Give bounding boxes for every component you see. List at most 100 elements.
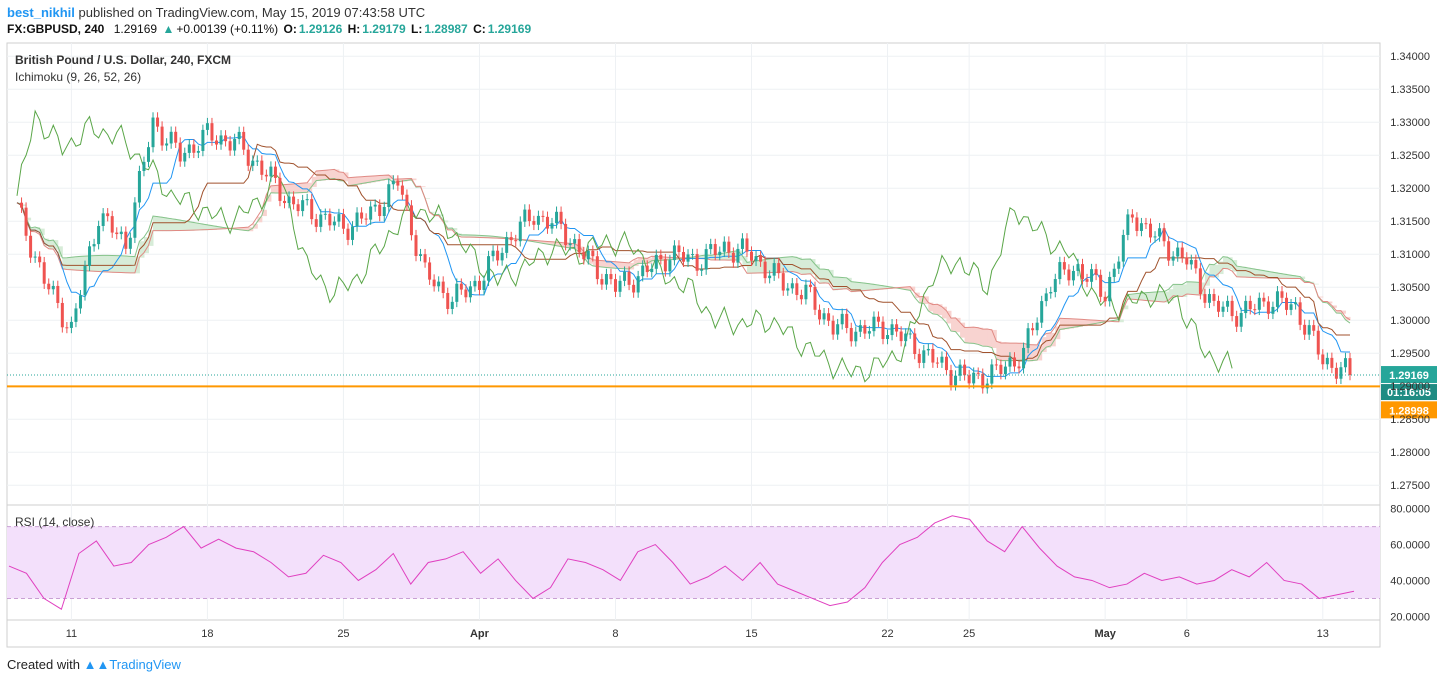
candle-body bbox=[976, 372, 980, 374]
cloud-segment bbox=[751, 261, 757, 274]
cloud-segment bbox=[121, 255, 127, 274]
cloud-segment bbox=[951, 318, 957, 332]
candle-body bbox=[922, 350, 926, 363]
cloud-segment bbox=[162, 217, 168, 232]
candle-body bbox=[78, 295, 82, 309]
cloud-segment bbox=[166, 217, 172, 232]
candle-body bbox=[858, 325, 862, 332]
candle-body bbox=[337, 214, 341, 222]
horizontal-line[interactable]: 1.29169 01:16:05 1.28998 bbox=[7, 366, 1437, 419]
cloud-segment bbox=[1254, 269, 1260, 279]
candle-body bbox=[437, 281, 441, 287]
candle-body bbox=[414, 235, 418, 256]
cloud-segment bbox=[1177, 284, 1183, 297]
publish-info: best_nikhil published on TradingView.com… bbox=[7, 5, 425, 20]
candle-body bbox=[545, 216, 549, 229]
cloud-segment bbox=[1236, 266, 1242, 278]
candle-body bbox=[709, 244, 713, 250]
cloud-segment bbox=[1295, 275, 1301, 279]
candle-body bbox=[740, 238, 744, 249]
candle-body bbox=[750, 251, 754, 261]
cloud-segment bbox=[851, 281, 857, 293]
candle-body bbox=[477, 280, 481, 290]
cloud-segment bbox=[116, 255, 122, 273]
cloud-segment bbox=[202, 224, 208, 231]
cloud-segment bbox=[610, 261, 616, 269]
axes: 1.34000 1.33500 1.33000 1.32500 1.32000 1.315… bbox=[66, 51, 1430, 640]
cloud-segment bbox=[103, 255, 109, 273]
cloud-segment bbox=[1182, 284, 1188, 297]
candle-body bbox=[301, 200, 305, 212]
candle-body bbox=[360, 212, 364, 219]
candle-body bbox=[1126, 214, 1130, 235]
cloud-segment bbox=[397, 179, 403, 183]
cloud-segment bbox=[946, 310, 952, 324]
price-tick-label: 1.34000 bbox=[1390, 51, 1430, 63]
price-tick-label: 1.31500 bbox=[1390, 216, 1430, 228]
cloud-segment bbox=[538, 240, 544, 244]
candle-body bbox=[931, 348, 935, 363]
candle-body bbox=[187, 144, 191, 153]
candle-body bbox=[391, 180, 395, 185]
candle-body bbox=[1334, 367, 1338, 379]
cloud-segment bbox=[1313, 283, 1319, 285]
cloud-segment bbox=[656, 256, 662, 262]
cloud-segment bbox=[669, 257, 675, 261]
candle-body bbox=[604, 274, 608, 285]
cloud-segment bbox=[1073, 318, 1079, 328]
cloud-segment bbox=[211, 225, 217, 230]
cloud-segment bbox=[452, 228, 458, 231]
candle-body bbox=[1316, 330, 1320, 355]
candle-body bbox=[623, 271, 627, 281]
candle-body bbox=[890, 324, 894, 336]
rsi-pane bbox=[7, 515, 1380, 610]
candle-body bbox=[1262, 297, 1266, 302]
candle-body bbox=[346, 228, 350, 240]
candle-body bbox=[872, 316, 876, 332]
candle-body bbox=[237, 131, 241, 140]
cloud-segment bbox=[982, 329, 988, 347]
cloud-segment bbox=[855, 282, 861, 292]
cloud-segment bbox=[1322, 301, 1328, 303]
tradingview-brand[interactable]: TradingView bbox=[109, 657, 181, 672]
price-tick-label: 1.32000 bbox=[1390, 183, 1430, 195]
cloud-segment bbox=[1232, 260, 1238, 272]
candle-body bbox=[1103, 296, 1107, 302]
cloud-segment bbox=[1127, 294, 1133, 300]
candle-body bbox=[1031, 328, 1035, 331]
cloud-segment bbox=[701, 255, 707, 260]
cloud-segment bbox=[1336, 310, 1342, 314]
candle-body bbox=[1085, 279, 1089, 282]
cloud-segment bbox=[991, 329, 997, 349]
candle-body bbox=[618, 280, 622, 292]
candle-body bbox=[205, 123, 209, 130]
candle-body bbox=[541, 215, 545, 217]
candle-body bbox=[351, 226, 355, 240]
candle-body bbox=[509, 237, 513, 241]
candle-body bbox=[496, 250, 500, 261]
candle-body bbox=[691, 254, 695, 256]
candle-body bbox=[60, 302, 64, 328]
cloud-segment bbox=[171, 218, 177, 232]
cloud-segment bbox=[633, 259, 639, 267]
cloud-segment bbox=[1191, 281, 1197, 295]
candle-body bbox=[56, 285, 60, 303]
author-name[interactable]: best_nikhil bbox=[7, 5, 75, 20]
cloud-segment bbox=[357, 177, 363, 185]
cloud-segment bbox=[837, 277, 843, 290]
candle-body bbox=[192, 144, 196, 153]
cloud-segment bbox=[597, 260, 603, 267]
created-with-text: Created with bbox=[7, 657, 80, 672]
cloud-segment bbox=[266, 194, 272, 202]
cloud-segment bbox=[1032, 344, 1038, 361]
candle-body bbox=[310, 199, 314, 220]
candle-body bbox=[808, 284, 812, 287]
price-tick-label: 1.28000 bbox=[1390, 447, 1430, 459]
cloud-segment bbox=[470, 234, 476, 238]
candle-body bbox=[491, 250, 495, 257]
candle-body bbox=[364, 218, 368, 220]
cloud-segment bbox=[370, 176, 376, 183]
candle-body bbox=[772, 263, 776, 276]
cloud-segment bbox=[624, 262, 630, 270]
